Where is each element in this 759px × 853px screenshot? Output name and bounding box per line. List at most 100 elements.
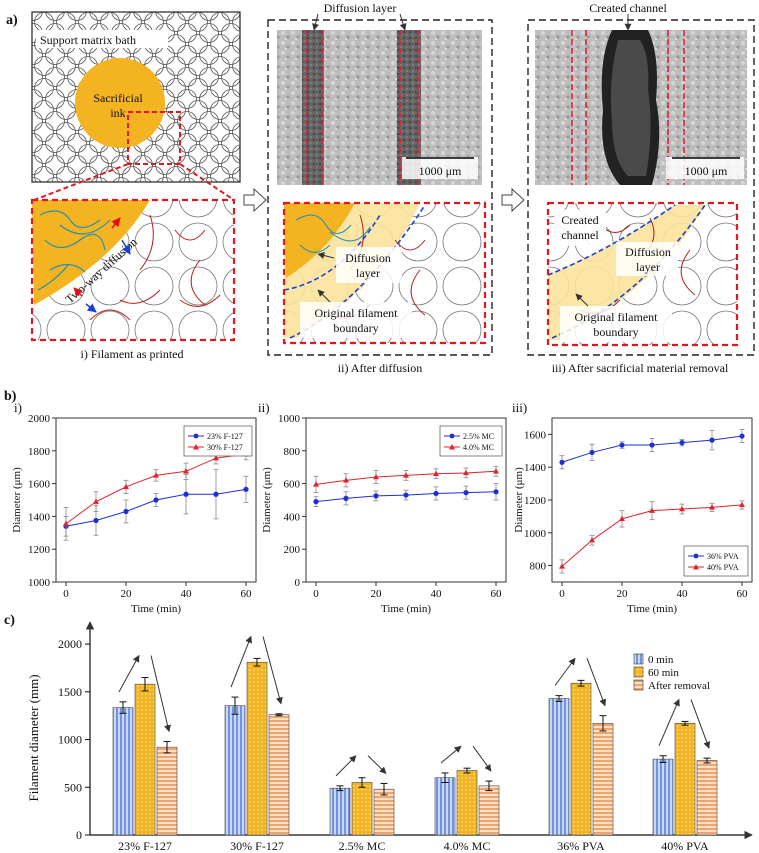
trend-arrow-up bbox=[554, 657, 576, 686]
trend-arrow-up bbox=[658, 698, 680, 746]
data-point bbox=[709, 504, 715, 510]
data-point bbox=[123, 508, 129, 515]
legend-i-s1: 30% F-127 bbox=[207, 443, 243, 452]
data-point bbox=[343, 477, 349, 483]
bar-category-label: 4.0% MC bbox=[444, 839, 491, 853]
panel-a: a) Support matrix bath Sacrificial ink bbox=[6, 0, 755, 375]
data-point bbox=[679, 505, 685, 512]
trend-arrow-down bbox=[586, 658, 607, 707]
bar-ylabel: Filament diameter (mm) bbox=[26, 674, 41, 801]
diffusion-layer-top-label: Diffusion layer bbox=[324, 1, 397, 15]
arrow-outward-2 bbox=[73, 287, 83, 297]
ink-label-1: Sacrificial bbox=[93, 91, 143, 105]
xtick-label: 40 bbox=[181, 588, 193, 600]
legend-ii-s1: 4.0% MC bbox=[463, 443, 494, 452]
trend-arrow-down bbox=[262, 636, 283, 705]
ytick-label: 600 bbox=[284, 479, 301, 491]
bar-ytick-label: 1000 bbox=[58, 733, 82, 747]
created-channel-label-2: channel bbox=[561, 228, 599, 242]
legend-c-swatch-2 bbox=[633, 679, 644, 691]
data-point bbox=[313, 499, 319, 505]
ink-region-ii bbox=[284, 203, 355, 278]
zoom-frame-iii bbox=[546, 201, 739, 347]
bar-1 bbox=[351, 782, 373, 836]
bar-category-label: 30% F-127 bbox=[230, 839, 284, 853]
legend-c-s1: 60 min bbox=[648, 667, 679, 679]
data-point bbox=[589, 536, 595, 543]
bar-ytick-label: 2000 bbox=[58, 637, 82, 651]
data-point bbox=[373, 473, 379, 480]
arrow-outward bbox=[111, 217, 121, 229]
created-channel-top-label: Created channel bbox=[589, 1, 667, 15]
data-point bbox=[739, 501, 745, 508]
bar-2 bbox=[696, 760, 718, 836]
data-point bbox=[183, 468, 189, 474]
bar-1 bbox=[456, 770, 478, 836]
ytick-label: 1400 bbox=[28, 511, 51, 523]
data-point bbox=[93, 498, 99, 504]
trend-arrow-down bbox=[367, 755, 387, 774]
data-point bbox=[493, 489, 499, 495]
matrix-network bbox=[89, 214, 221, 321]
plot-frame-i bbox=[55, 417, 257, 583]
step-arrow-1 bbox=[243, 187, 267, 213]
data-point bbox=[373, 493, 379, 499]
bar-0 bbox=[652, 758, 674, 836]
panel-a-i-schematic: Support matrix bath Sacrificial ink bbox=[31, 11, 241, 201]
support-label-bg bbox=[36, 30, 168, 48]
legend-i-s0: 23% F-127 bbox=[207, 432, 243, 441]
data-point bbox=[403, 472, 409, 478]
line-chart-ii: ii) Diameter (μm) Time (min) 02004006008… bbox=[258, 400, 507, 615]
ytick-label: 1000 bbox=[278, 413, 301, 425]
data-point bbox=[619, 442, 625, 448]
bar-1 bbox=[570, 682, 592, 836]
bar-2 bbox=[268, 714, 290, 836]
bar-0 bbox=[112, 707, 134, 836]
ytick-label: 800 bbox=[284, 446, 301, 458]
chart-iii-panel: iii) bbox=[512, 400, 527, 415]
xtick-label: 20 bbox=[617, 588, 629, 600]
xtick-label: 60 bbox=[737, 588, 749, 600]
data-point bbox=[463, 490, 469, 496]
data-point bbox=[463, 469, 469, 476]
zoom-box bbox=[127, 111, 181, 165]
data-point bbox=[123, 483, 129, 490]
data-point bbox=[243, 486, 249, 492]
ytick-label: 2000 bbox=[28, 413, 51, 425]
data-point bbox=[153, 497, 159, 503]
trend-arrow-up bbox=[230, 635, 252, 688]
panel-a-i-zoom: Two-way diffusion i) Filament as printed bbox=[30, 198, 236, 361]
data-point bbox=[313, 481, 319, 487]
bar-2 bbox=[592, 723, 614, 836]
trend-arrow-up bbox=[118, 654, 140, 693]
legend-ii-s0: 2.5% MC bbox=[463, 432, 494, 441]
data-point bbox=[559, 563, 565, 569]
legend-c-swatch-1 bbox=[633, 666, 644, 678]
trend-arrow-down bbox=[690, 699, 711, 749]
ytick-label: 1200 bbox=[524, 495, 547, 507]
bar-ytick-label: 1500 bbox=[58, 685, 82, 699]
caption-iii: iii) After sacrificial material removal bbox=[552, 361, 729, 375]
xtick-label: 40 bbox=[677, 588, 689, 600]
zoom-frame-ii bbox=[282, 201, 487, 345]
data-point bbox=[589, 449, 595, 456]
diffusion-layer-label-iii-2: layer bbox=[636, 260, 660, 274]
diffusion-layer-label-2: layer bbox=[356, 266, 380, 280]
diffusion-layer-label-1: Diffusion bbox=[345, 251, 391, 265]
ytick-label: 0 bbox=[295, 577, 301, 589]
chart-i-ylabel: Diameter (μm) bbox=[11, 467, 23, 533]
bar-ytick-label: 500 bbox=[64, 780, 82, 794]
data-point bbox=[153, 472, 159, 478]
ytick-label: 1000 bbox=[28, 577, 51, 589]
diffusion-layer-label-iii-1: Diffusion bbox=[625, 245, 671, 259]
bar-0 bbox=[224, 705, 246, 836]
data-point bbox=[619, 515, 625, 522]
bar-category-label: 23% F-127 bbox=[118, 839, 172, 853]
chart-i-xlabel: Time (min) bbox=[131, 603, 181, 615]
bar-2 bbox=[373, 788, 395, 836]
scalebar-iii-label: 1000 μm bbox=[685, 164, 728, 178]
xtick-label: 40 bbox=[431, 588, 443, 600]
ytick-label: 800 bbox=[530, 561, 547, 573]
data-point bbox=[739, 433, 745, 439]
